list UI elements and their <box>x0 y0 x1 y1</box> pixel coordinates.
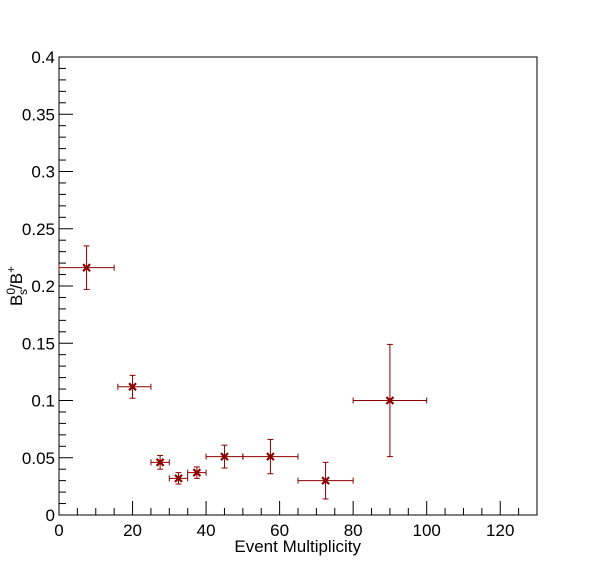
data-point <box>242 438 299 475</box>
y-tick-label: 0.05 <box>22 449 55 468</box>
y-tick-label: 0.25 <box>22 220 55 239</box>
marker-x-stroke <box>155 458 165 467</box>
marker-x-stroke <box>385 396 395 405</box>
data-point <box>58 245 115 290</box>
data-point <box>168 472 189 485</box>
y-tick-label: 0.4 <box>31 48 55 67</box>
marker-x-stroke <box>192 468 202 477</box>
y-tick-label: 0.35 <box>22 105 55 124</box>
y-label-base: B <box>7 295 26 306</box>
marker-x-stroke <box>220 452 229 461</box>
x-tick-label: 40 <box>197 521 216 540</box>
y-tick-label: 0.3 <box>31 163 55 182</box>
ticks-group <box>58 56 538 516</box>
data-group <box>58 245 428 500</box>
data-point <box>150 454 170 470</box>
y-axis-label: B0s/B+ <box>4 266 30 306</box>
x-tick-label: 80 <box>344 521 363 540</box>
svg-text:B0s/B+: B0s/B+ <box>4 266 30 306</box>
y-label-sup2: + <box>4 266 18 273</box>
x-tick-label: 60 <box>270 521 289 540</box>
y-tick-label: 0.15 <box>22 334 55 353</box>
x-tick-label: 120 <box>486 521 514 540</box>
data-point <box>352 343 428 458</box>
y-label-slash: /B <box>7 273 26 289</box>
marker-x-stroke <box>82 263 91 272</box>
data-point <box>117 374 152 399</box>
data-point <box>205 444 244 469</box>
y-tick-label: 0.2 <box>31 277 55 296</box>
marker-x-stroke <box>174 474 183 483</box>
y-label-sup: 0 <box>4 288 18 295</box>
y-label-sub: s <box>16 289 30 295</box>
marker-x-stroke <box>321 476 330 485</box>
y-tick-label: 0 <box>46 506 55 525</box>
data-point <box>187 466 207 479</box>
x-axis-label: Event Multiplicity <box>234 537 361 556</box>
plot-frame <box>58 56 538 516</box>
tick-labels-group: 0 20 40 60 80 100 120 0 0.05 0.1 0.15 0.2 0.25 0.3 0.3… <box>22 48 515 540</box>
x-tick-label: 100 <box>413 521 441 540</box>
x-tick-label: 20 <box>123 521 142 540</box>
marker-x-stroke <box>266 452 275 461</box>
data-point <box>297 461 354 500</box>
y-tick-label: 0.1 <box>31 392 55 411</box>
x-tick-label: 0 <box>54 521 63 540</box>
marker-x-stroke <box>128 382 137 392</box>
